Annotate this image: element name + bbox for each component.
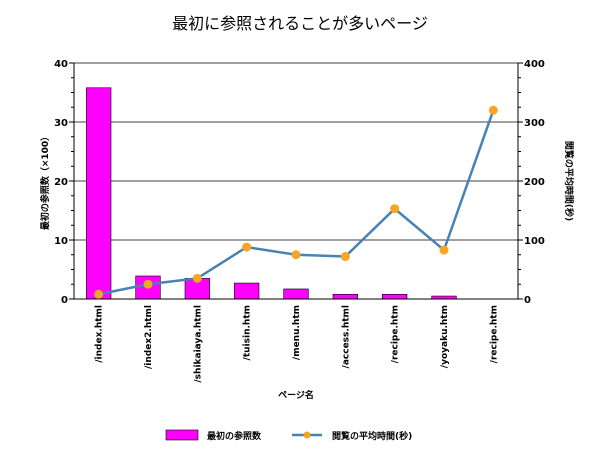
line-point [291, 250, 301, 260]
category-label: /recipe.htm [489, 305, 499, 363]
line-series [94, 105, 498, 299]
bar-mark [86, 87, 112, 300]
category-label: /yoyaku.htm [440, 305, 450, 368]
bar-mark [283, 288, 309, 300]
tick-label-left: 30 [54, 118, 68, 129]
legend-swatch-bar [165, 429, 199, 441]
chart-title: 最初に参照されることが多いページ [172, 14, 428, 33]
right-axis-ticks: 0 100 200 300 400 [524, 59, 545, 306]
y-axis-left-title: 最初の参照数（×100） [39, 132, 51, 230]
line-point [488, 105, 498, 115]
line-point [143, 279, 153, 289]
line-point [390, 204, 400, 214]
legend: 最初の参照数 閲覧の平均時間(秒) [165, 429, 412, 442]
line-point [340, 252, 350, 262]
tick-label-right: 200 [524, 177, 545, 188]
x-axis-title: ページ名 [278, 389, 314, 401]
category-label: /recipe.htm [391, 305, 401, 363]
axes [69, 62, 523, 300]
category-label: /shikaiaya.html [193, 305, 203, 383]
legend-label-bar: 最初の参照数 [207, 430, 262, 442]
tick-label-left: 0 [61, 295, 68, 306]
tick-label-right: 300 [524, 118, 545, 129]
legend-label-line: 閲覧の平均時間(秒) [332, 430, 412, 442]
tick-label-left: 10 [54, 236, 68, 247]
tick-label-right: 400 [524, 59, 545, 70]
bar-series [86, 87, 457, 300]
tick-label-right: 100 [524, 236, 545, 247]
line-point [94, 289, 104, 299]
left-axis-ticks: 0 10 20 30 40 [54, 59, 68, 306]
category-label: /menu.htm [292, 305, 302, 360]
category-label: /tuisin.htm [243, 305, 253, 360]
tick-label-left: 40 [54, 59, 68, 70]
tick-label-left: 20 [54, 177, 68, 188]
legend-marker [303, 431, 311, 439]
series-line [98, 109, 495, 296]
line-point [439, 245, 449, 255]
bar-mark [332, 293, 358, 300]
category-labels: /index.html/index2.html/shikaiaya.html/t… [95, 305, 500, 383]
category-label: /access.html [341, 305, 351, 368]
category-label: /index.html [95, 305, 105, 363]
line-point [192, 273, 202, 283]
bar-mark [382, 293, 408, 300]
y-axis-right-title: 閲覧の平均時間(秒) [563, 141, 575, 221]
category-label: /index2.html [144, 305, 154, 369]
gridlines [74, 62, 518, 241]
line-point [242, 242, 252, 252]
bar-mark [234, 282, 260, 300]
tick-label-right: 0 [524, 295, 531, 306]
